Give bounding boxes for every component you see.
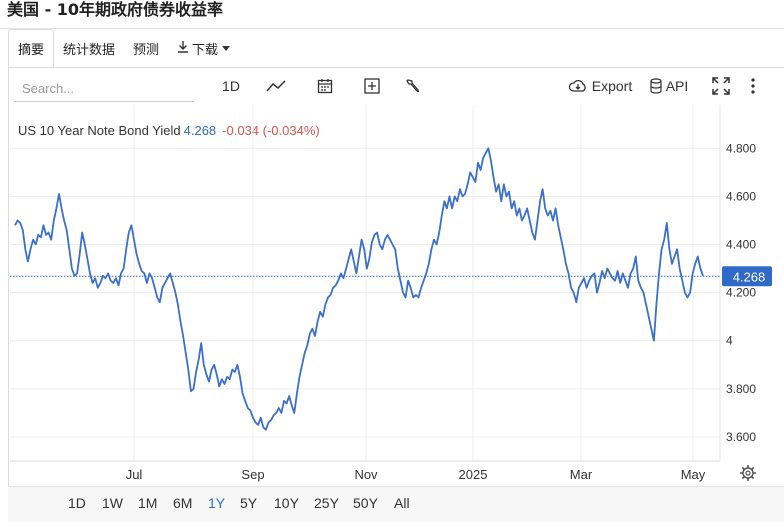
current-value-badge-label: 4.268 [733,269,766,284]
tab-statistics[interactable]: 统计数据 [54,29,124,67]
tab-forecast-label: 预测 [133,42,160,58]
series-line [14,147,704,431]
legend-series-name: US 10 Year Note Bond Yield [18,123,181,138]
settings-icon[interactable] [740,465,756,481]
chart-grid [10,105,721,462]
range-10y-button[interactable]: 10Y [274,495,299,511]
export-button[interactable]: Export [566,74,634,98]
x-tick-label: Sep [241,467,264,482]
chart-ticks: 4.800 4.600 4.400 4.200 4 3.800 3.600 Jul Sep Nov… [126,141,757,482]
range-1y-button[interactable]: 1Y [208,495,226,511]
range-50y-button[interactable]: 50Y [353,495,378,511]
legend-change: -0.034 (-0.034%) [222,123,320,138]
chart-legend: US 10 Year Note Bond Yield 4.268 -0.034 (-… [18,123,320,138]
current-value-badge-bg [722,266,772,287]
x-tick-label: Jul [126,467,143,482]
tab-summary-label: 摘要 [18,42,45,58]
tab-statistics-label: 统计数据 [63,42,116,58]
more-icon[interactable] [747,74,759,98]
x-tick-label: Nov [354,467,378,482]
interval-label: 1D [222,78,240,94]
page-title: 美国 - 10年期政府债券收益率 [7,0,224,19]
line-chart-icon[interactable] [264,74,288,98]
export-label: Export [591,78,633,94]
calendar-icon[interactable] [314,74,336,98]
y-tick-label: 4.200 [726,286,756,300]
y-tick-label: 4.400 [726,238,756,252]
top-divider [0,28,784,29]
current-value-badge: 4.268 [722,266,772,287]
y-tick-label: 3.600 [726,430,756,444]
x-tick-label: Mar [570,467,593,482]
plus-box-icon[interactable] [361,74,383,98]
range-selector: 1D 1W 1M 6M 1Y 5Y 10Y 25Y 50Y All [8,486,784,522]
cloud-download-icon [568,79,586,92]
y-tick-label: 4 [726,334,733,348]
database-icon [650,78,662,94]
fullscreen-icon[interactable] [711,74,731,98]
chevron-down-icon [222,45,231,51]
range-1w-button[interactable]: 1W [102,495,123,511]
interval-button[interactable]: 1D [218,74,244,98]
range-6m-button[interactable]: 6M [173,495,193,511]
tab-summary[interactable]: 摘要 [8,29,55,67]
tab-download[interactable]: 下载 [168,29,239,67]
range-1m-button[interactable]: 1M [138,495,158,511]
x-tick-label: May [681,467,706,482]
wrench-icon[interactable] [402,74,424,98]
x-tick-label: 2025 [459,467,488,482]
tab-download-label: 下载 [192,42,219,58]
api-label: API [665,78,689,94]
tab-bar: 摘要 统计数据 预测 下载 [8,29,784,67]
download-arrow-icon [177,40,189,57]
y-tick-label: 4.600 [726,189,756,203]
range-1d-button[interactable]: 1D [68,495,86,511]
y-tick-label: 3.800 [726,382,756,396]
y-tick-label: 4.800 [726,141,756,155]
api-button[interactable]: API [648,74,690,98]
legend-current-value: 4.268 [183,123,217,138]
search-input[interactable] [14,76,194,102]
range-25y-button[interactable]: 25Y [314,495,339,511]
range-all-button[interactable]: All [394,495,410,511]
tab-forecast[interactable]: 预测 [124,29,168,67]
chart-toolbar: 1D Export API [14,70,784,102]
chart-frame [8,67,784,522]
range-5y-button[interactable]: 5Y [240,495,258,511]
